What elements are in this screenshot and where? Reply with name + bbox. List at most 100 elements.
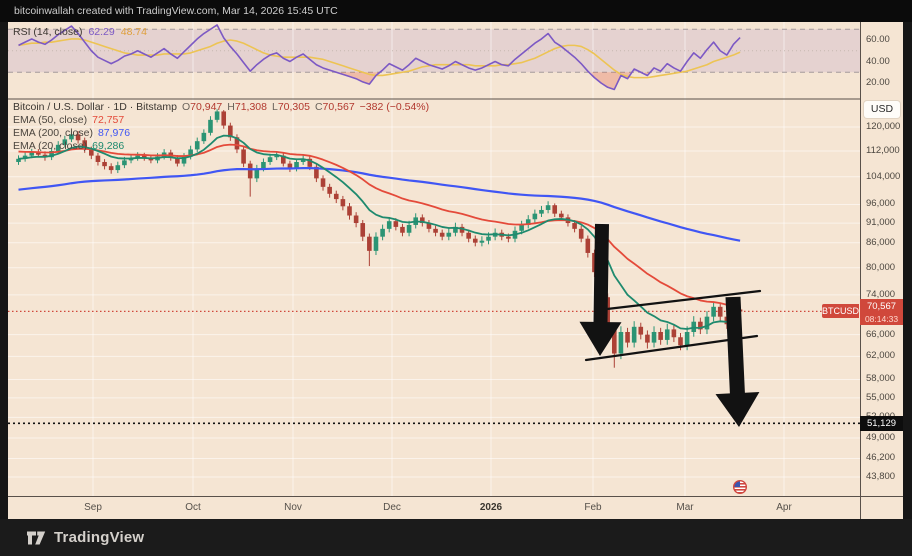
last-price-value: 70,567 [866,301,897,313]
candle-body [261,161,266,169]
candle-body [585,238,591,253]
candle-body [49,150,54,158]
candle-body [340,199,346,207]
low-value: 70,305 [277,101,310,113]
candle-body [62,139,68,145]
rsi-ma-line [18,38,741,79]
candle-body [208,119,213,133]
candle-body [638,326,644,335]
candle-body [439,232,445,237]
candle-body [446,232,452,237]
time-axis-tick: 2026 [479,502,503,513]
us-flag-holiday-icon [733,480,748,495]
price-axis-tick: 96,000 [866,198,896,210]
candle-body [525,219,531,225]
candle-body [532,213,538,220]
price-axis-tick: 74,000 [866,288,896,300]
candle-body [380,228,385,237]
open-label: O [181,101,191,113]
candle-body [95,155,101,162]
rsi-line [18,24,741,91]
candle-body [651,331,657,343]
price-axis-tick: 46,200 [866,452,896,464]
candle-body [426,223,432,229]
currency-usd-button[interactable]: USD [864,101,900,118]
rsi-oversold-fill [591,72,631,90]
candle-body [294,161,299,169]
candle-body [453,226,458,233]
trend-channel-line [605,289,762,311]
candle-body [625,331,630,343]
axis-corner [860,496,903,519]
high-value: 71,308 [234,101,267,113]
ema50-label: EMA (50, close) [13,114,88,126]
candle-body [406,224,412,233]
candle-body [559,213,564,218]
candle-body [327,186,332,194]
candle-body [36,152,41,155]
candle-body [486,236,491,241]
candle-body [82,140,87,150]
close-label: C [314,101,323,113]
ema200-legend-row[interactable]: EMA (200, close) 87,976 [13,127,429,140]
tradingview-logo-icon [27,531,46,544]
price-axis-tick: 112,000 [866,144,900,156]
candle-body [29,152,35,156]
chart-canvas[interactable] [8,22,860,496]
candle-body [188,149,193,157]
symbol-price-chip: BTCUSD [822,304,860,319]
candle-body [347,206,352,216]
footer-bar: TradingView [0,519,912,556]
candle-body [274,155,279,158]
candle-body [16,158,21,162]
last-price-badge: 70,567 08:14:33 [860,299,903,326]
header-bar: bitcoinwallah created with TradingView.c… [0,0,912,22]
candle-body [539,209,544,214]
ema50-line [18,143,741,307]
header-attribution-text: bitcoinwallah created with TradingView.c… [14,5,338,17]
candle-body [89,149,94,156]
rsi-value: 62.29 [88,26,115,38]
time-axis-tick: Dec [383,502,401,513]
candle-body [314,166,319,179]
price-axis-tick: 91,000 [866,217,896,229]
candle-body [472,238,478,243]
time-axis-tick: Sep [84,502,102,513]
candle-body [175,157,180,164]
rsi-axis-tick: 20.00 [866,77,890,88]
price-axis-tick: 49,000 [866,432,896,444]
ema20-legend-row[interactable]: EMA (20, close) 69,286 [13,140,429,153]
high-label: H [227,101,235,113]
candle-body [519,224,524,231]
candle-body [698,321,703,330]
candle-body [267,157,273,162]
candle-body [393,221,399,227]
rsi-axis-tick: 40.00 [866,55,890,67]
candle-body [572,223,577,229]
open-value: 70,947 [190,101,223,113]
candle-body [658,331,663,340]
symbol-legend-row[interactable]: Bitcoin / U.S. Dollar · 1D · Bitstamp O7… [13,101,429,114]
price-axis-tick: 66,000 [866,328,896,340]
candle-body [194,141,200,150]
candle-body [386,221,392,229]
candle-body [373,236,379,251]
ema50-value: 72,757 [92,114,125,126]
time-axis[interactable]: Sep Oct Nov Dec 2026 Feb Mar Apr [8,496,860,519]
candle-body [645,334,650,343]
candle-body [221,111,227,126]
candle-body [108,166,114,171]
rsi-legend-label: RSI (14, close) [13,26,83,38]
left-edge-strip [0,22,8,519]
candle-body [353,215,359,224]
candle-body [420,217,425,224]
ema50-legend-row[interactable]: EMA (50, close) 72,757 [13,114,429,127]
candle-body [605,297,610,327]
down-arrow-drawing [715,296,760,427]
down-arrow-drawing [579,223,622,356]
candle-body [75,134,81,141]
rsi-legend[interactable]: RSI (14, close) 62.29 48.74 [13,26,147,38]
candle-body [618,331,624,354]
time-axis-tick: Feb [584,502,602,513]
rsi-ma-value: 48.74 [120,26,148,38]
